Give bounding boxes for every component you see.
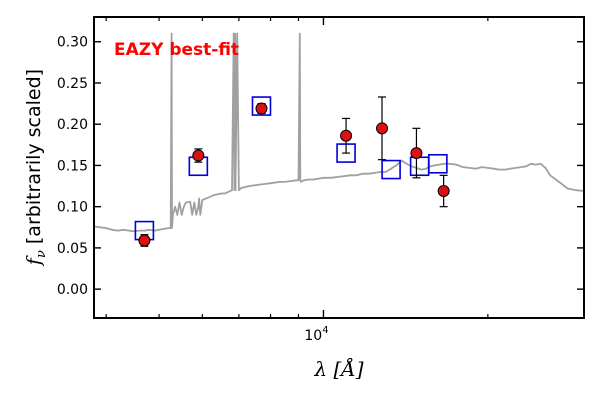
annotation-label: EAZY best-fit: [114, 40, 239, 60]
template-spectrum-line: [94, 32, 584, 233]
y-tick-label: 0.10: [57, 200, 88, 216]
y-tick-label: 0.30: [57, 35, 88, 51]
model-flux-box: [251, 96, 272, 116]
y-tick-label: 0.00: [57, 282, 88, 298]
plot-frame: [93, 16, 585, 319]
x-tick-label-exponent: 4: [322, 325, 328, 336]
observed-flux-point: [437, 185, 450, 198]
x-tick-label-base: 10: [304, 328, 322, 344]
y-axis-label: fν [arbitrarily scaled]: [23, 69, 49, 267]
y-tick-label: 0.20: [57, 117, 88, 133]
x-tick-label: 104: [304, 325, 328, 344]
observed-flux-point: [255, 102, 268, 115]
plot-layer: [94, 32, 584, 247]
y-tick-label: 0.05: [57, 241, 88, 257]
axis-ticks: 0.00 0.05 0.10 0.15 0.20 0.25 0.30 104: [57, 17, 585, 344]
y-tick-label: 0.15: [57, 158, 88, 174]
model-flux-box: [428, 153, 448, 174]
observed-flux-point: [410, 147, 423, 160]
y-axis-label-rest: [arbitrarily scaled]: [23, 69, 45, 250]
y-axis-label-subscript: ν: [34, 250, 49, 258]
x-axis-label: λ [Å]: [313, 356, 363, 381]
model-flux-box: [381, 159, 401, 180]
observed-flux-point: [340, 129, 353, 142]
observed-flux-point: [192, 149, 205, 162]
observed-flux-point: [376, 122, 389, 135]
observed-flux-point: [138, 234, 151, 247]
y-tick-label: 0.25: [57, 76, 88, 92]
y-axis-label-italic: f: [23, 255, 45, 267]
